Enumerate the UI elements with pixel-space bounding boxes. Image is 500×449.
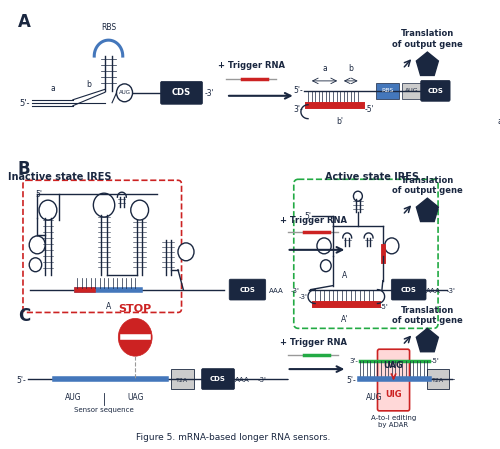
Text: UIG: UIG xyxy=(385,391,402,400)
Text: CDS: CDS xyxy=(428,88,444,94)
Text: AAA: AAA xyxy=(235,377,250,383)
Text: AUG: AUG xyxy=(64,393,81,402)
Circle shape xyxy=(178,243,194,261)
Text: RBS: RBS xyxy=(381,88,394,93)
Text: STOP: STOP xyxy=(118,304,152,314)
Circle shape xyxy=(118,318,152,356)
Circle shape xyxy=(131,200,148,220)
Text: T2A: T2A xyxy=(176,378,188,383)
Polygon shape xyxy=(416,328,438,352)
Text: AAA: AAA xyxy=(426,288,440,294)
Text: -3': -3' xyxy=(204,89,214,98)
Text: T2A: T2A xyxy=(432,378,444,383)
Text: UAG: UAG xyxy=(384,361,404,370)
Text: A': A' xyxy=(341,316,348,325)
FancyBboxPatch shape xyxy=(378,349,410,411)
Bar xyxy=(402,83,422,99)
Text: A: A xyxy=(106,302,111,311)
Text: -3': -3' xyxy=(298,294,307,299)
Text: AAA: AAA xyxy=(269,288,283,294)
FancyBboxPatch shape xyxy=(229,279,266,300)
FancyBboxPatch shape xyxy=(392,279,426,300)
Polygon shape xyxy=(416,198,438,221)
Text: Sensor sequence: Sensor sequence xyxy=(74,407,134,413)
Text: -5': -5' xyxy=(380,304,388,310)
Text: 5'-: 5'- xyxy=(346,375,356,384)
Text: Translation
of output gene: Translation of output gene xyxy=(392,306,463,325)
Text: A: A xyxy=(342,271,347,280)
Text: Active state IRES: Active state IRES xyxy=(325,172,419,182)
Text: RBS: RBS xyxy=(101,23,116,32)
Text: + Trigger RNA: + Trigger RNA xyxy=(280,216,347,224)
Text: Inactive state IRES: Inactive state IRES xyxy=(8,172,112,182)
Circle shape xyxy=(94,193,114,217)
Text: 5'-: 5'- xyxy=(293,86,302,95)
Text: AUG: AUG xyxy=(406,88,419,93)
Circle shape xyxy=(354,191,362,201)
Text: -3': -3' xyxy=(258,377,267,383)
Text: b': b' xyxy=(336,117,344,126)
Text: b: b xyxy=(348,64,353,73)
Text: CDS: CDS xyxy=(172,88,191,97)
Bar xyxy=(376,83,399,99)
Text: A: A xyxy=(18,13,30,31)
Text: Translation
of output gene: Translation of output gene xyxy=(392,176,463,195)
Text: -3': -3' xyxy=(428,87,437,97)
Text: 3'-: 3'- xyxy=(349,358,358,364)
Text: -3': -3' xyxy=(447,288,456,294)
Text: -5': -5' xyxy=(431,358,440,364)
Text: CDS: CDS xyxy=(400,286,416,293)
Text: + Trigger RNA: + Trigger RNA xyxy=(280,338,347,347)
Text: + Trigger RNA: + Trigger RNA xyxy=(218,62,284,70)
Text: CDS: CDS xyxy=(240,286,256,293)
Text: Translation
of output gene: Translation of output gene xyxy=(392,30,463,49)
Text: A-to-I editing
by ADAR: A-to-I editing by ADAR xyxy=(371,415,416,428)
Bar xyxy=(171,369,194,389)
Text: 5'-: 5'- xyxy=(20,99,30,108)
Text: b: b xyxy=(86,80,92,89)
FancyBboxPatch shape xyxy=(202,369,234,389)
Text: C: C xyxy=(18,308,30,326)
Text: CDS: CDS xyxy=(210,376,226,382)
FancyBboxPatch shape xyxy=(160,81,202,104)
Circle shape xyxy=(39,200,57,220)
Text: 5'-: 5'- xyxy=(36,189,45,199)
Text: 3'-: 3'- xyxy=(293,105,302,114)
Text: AUG: AUG xyxy=(118,90,130,95)
Polygon shape xyxy=(416,52,438,75)
Text: 5': 5' xyxy=(304,211,312,220)
Text: 5'-: 5'- xyxy=(17,375,26,384)
Text: Figure 5. mRNA-based longer RNA sensors.: Figure 5. mRNA-based longer RNA sensors. xyxy=(136,433,330,442)
Circle shape xyxy=(116,84,132,102)
Text: UAG: UAG xyxy=(127,393,144,402)
Text: -3': -3' xyxy=(291,288,300,294)
Text: B: B xyxy=(18,160,30,178)
Text: AUG: AUG xyxy=(366,393,382,402)
Text: a: a xyxy=(50,84,55,93)
Text: a: a xyxy=(322,64,327,73)
Text: -5': -5' xyxy=(364,105,374,114)
Bar xyxy=(428,369,449,389)
Text: a': a' xyxy=(498,117,500,126)
FancyBboxPatch shape xyxy=(420,80,450,101)
